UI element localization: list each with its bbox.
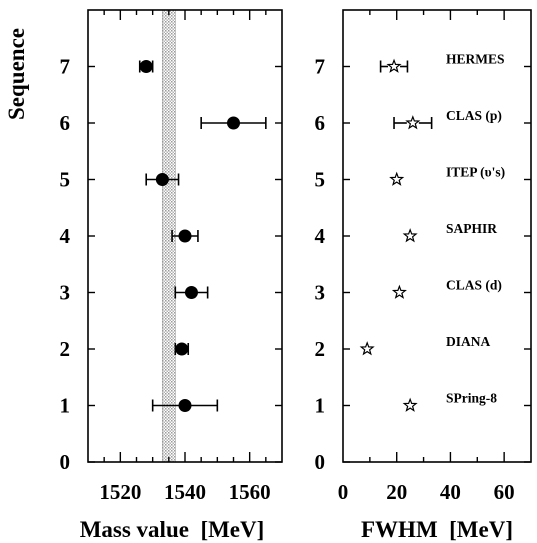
experiment-label: SAPHIR — [446, 221, 497, 236]
y-tick-label: 6 — [315, 111, 326, 135]
fwhm-star-marker — [386, 58, 402, 73]
experiment-label: CLAS (d) — [446, 278, 502, 293]
fwhm-data-point: ITEP (υ's) — [389, 165, 505, 186]
mass-data-point — [200, 116, 267, 130]
y-tick-label: 7 — [315, 55, 326, 79]
experiment-label: ITEP (υ's) — [446, 165, 505, 180]
mass-data-point — [171, 229, 199, 243]
y-tick-label: 7 — [60, 55, 71, 79]
experiment-label: SPring-8 — [446, 391, 497, 406]
y-tick-label: 2 — [60, 337, 71, 361]
mass-marker — [155, 173, 169, 186]
y-tick-label: 2 — [315, 337, 326, 361]
y-tick-label: 4 — [60, 224, 71, 248]
mass-x-tick-label: 1540 — [164, 480, 206, 504]
y-tick-label: 5 — [315, 168, 326, 192]
fwhm-x-tick-label: 40 — [440, 480, 461, 504]
mass-data-point — [151, 399, 219, 412]
y-axis-title: Sequence — [4, 28, 29, 120]
fwhm-star-marker — [402, 397, 418, 412]
mass-panel: 0 1 2 3 4 5 6 7 1520 1540 1560 Mass value [MeV] Se… — [4, 9, 283, 542]
mass-axis: 0 1 2 3 4 5 6 7 1520 1540 1560 — [60, 10, 282, 504]
fwhm-data-point: HERMES — [379, 52, 505, 73]
mass-data-point — [174, 286, 209, 299]
fwhm-star-marker — [402, 228, 418, 243]
fwhm-plot-frame — [342, 9, 532, 463]
mass-points — [138, 60, 267, 412]
fwhm-star-marker — [389, 171, 405, 186]
y-tick-label: 0 — [60, 450, 71, 474]
mass-marker — [139, 60, 153, 73]
fwhm-x-tick-label: 0 — [338, 480, 349, 504]
mass-marker — [178, 399, 192, 412]
mass-marker — [175, 342, 189, 356]
fwhm-x-tick-label: 60 — [494, 480, 515, 504]
y-tick-label: 1 — [315, 394, 326, 418]
y-tick-label: 6 — [60, 111, 71, 135]
mass-marker — [178, 229, 192, 243]
y-tick-label: 3 — [315, 281, 326, 305]
fwhm-star-marker — [405, 115, 421, 130]
experiment-label: CLAS (p) — [446, 108, 502, 123]
mass-x-tick-label: 1560 — [229, 480, 271, 504]
mass-marker — [227, 116, 240, 130]
mass-x-axis-title: Mass value [MeV] — [80, 517, 265, 542]
fwhm-x-axis-title: FWHM [MeV] — [361, 517, 513, 542]
fwhm-points: HERMES CLAS (p) ITEP (υ's) SAPHIR CLAS (d) DI… — [359, 52, 505, 412]
mass-data-point — [174, 342, 190, 356]
fwhm-panel: 0 1 2 3 4 5 6 7 0 20 40 60 HERMES CLAS (p) ITEP (υ's)… — [315, 9, 532, 542]
y-tick-label: 0 — [315, 450, 326, 474]
fwhm-data-point: CLAS (p) — [393, 108, 502, 130]
mass-x-tick-label: 1520 — [99, 480, 141, 504]
mass-data-point — [138, 60, 154, 73]
fwhm-axis: 0 1 2 3 4 5 6 7 0 20 40 60 — [315, 10, 531, 504]
y-tick-label: 4 — [315, 224, 326, 248]
mass-data-point — [145, 173, 180, 186]
experiment-label: DIANA — [446, 334, 491, 349]
fwhm-star-marker — [391, 284, 407, 299]
y-tick-label: 5 — [60, 168, 71, 192]
fwhm-data-point: SPring-8 — [402, 391, 497, 412]
y-tick-label: 3 — [60, 281, 71, 305]
fwhm-data-point: CLAS (d) — [391, 278, 502, 299]
fwhm-star-marker — [359, 341, 375, 356]
experiment-label: HERMES — [446, 52, 505, 67]
fwhm-x-tick-label: 20 — [386, 480, 407, 504]
fwhm-data-point: DIANA — [359, 334, 491, 356]
mass-marker — [184, 286, 198, 299]
fwhm-data-point: SAPHIR — [402, 221, 497, 243]
y-tick-label: 1 — [60, 394, 71, 418]
